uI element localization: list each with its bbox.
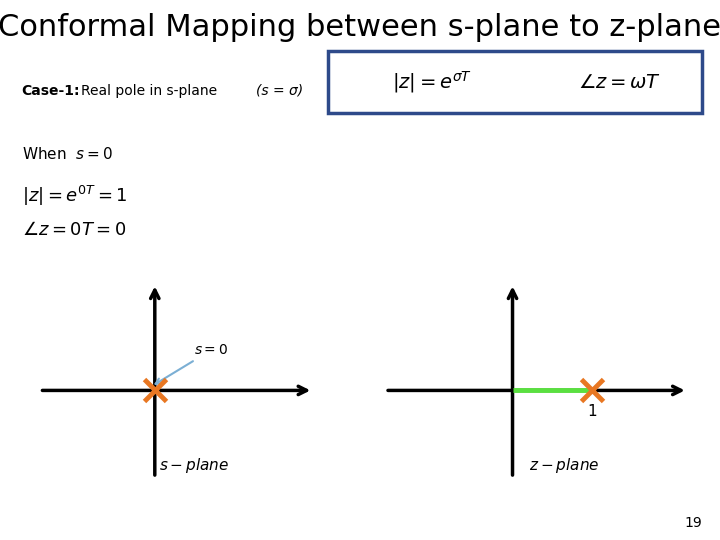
Text: $z-plane$: $z-plane$ [529, 456, 600, 475]
Text: $|z| = e^{0T} = 1$: $|z| = e^{0T} = 1$ [22, 184, 127, 208]
Text: $|z| = e^{\sigma T}$: $|z| = e^{\sigma T}$ [392, 70, 472, 95]
Text: Conformal Mapping between s-plane to z-plane: Conformal Mapping between s-plane to z-p… [0, 14, 720, 43]
Text: $\angle z = \omega T$: $\angle z = \omega T$ [578, 73, 661, 92]
Text: Case-1:: Case-1: [22, 84, 80, 98]
Text: 19: 19 [684, 516, 702, 530]
Text: $s = 0$: $s = 0$ [156, 343, 228, 384]
FancyBboxPatch shape [328, 51, 702, 113]
Text: $s-plane$: $s-plane$ [159, 456, 230, 475]
Text: Real pole in s-plane: Real pole in s-plane [81, 84, 221, 98]
Text: (s = σ): (s = σ) [256, 84, 302, 98]
Text: 1: 1 [588, 404, 597, 419]
Text: When  $s = 0$: When $s = 0$ [22, 146, 112, 162]
Text: $\angle z = 0T = 0$: $\angle z = 0T = 0$ [22, 221, 126, 239]
